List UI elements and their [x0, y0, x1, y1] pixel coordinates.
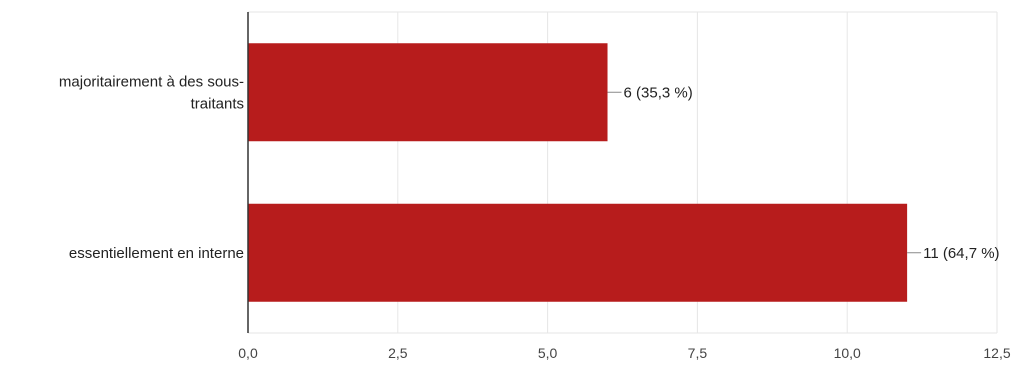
x-tick-label-5: 12,5: [983, 345, 1010, 361]
data-label-0: 6 (35,3 %): [624, 84, 693, 101]
x-tick-label-1: 2,5: [388, 345, 408, 361]
category-label-line: majoritairement à des sous-: [59, 73, 244, 90]
bar-1: [248, 203, 908, 302]
x-tick-label-4: 10,0: [834, 345, 861, 361]
data-label-1: 11 (64,7 %): [923, 245, 999, 262]
category-label-1: essentiellement en interne: [69, 245, 244, 262]
x-tick-label-3: 7,5: [688, 345, 708, 361]
x-tick-label-0: 0,0: [238, 345, 258, 361]
category-label-line: traitants: [191, 95, 244, 112]
x-tick-label-2: 5,0: [538, 345, 558, 361]
category-label-line: essentiellement en interne: [69, 245, 244, 262]
bar-0: [248, 43, 608, 142]
category-label-0: majoritairement à des sous-traitants: [59, 73, 244, 112]
